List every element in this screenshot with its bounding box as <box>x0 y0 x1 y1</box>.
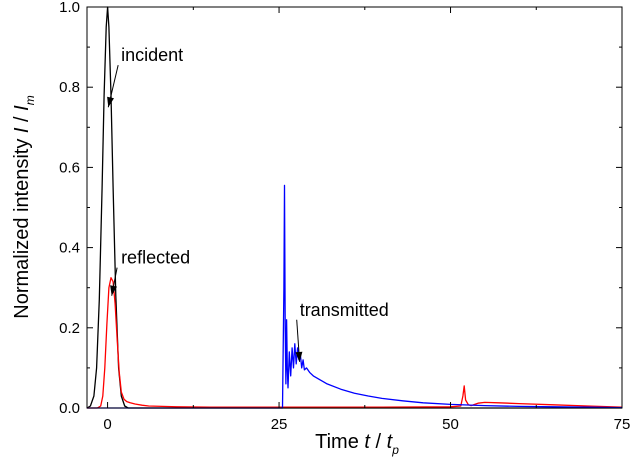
x-axis-title: Time t / tp <box>315 431 399 457</box>
y-tick-label: 0.8 <box>59 79 80 96</box>
y-axis-title: Normalized intensity I / Im <box>11 95 37 318</box>
series-line-1 <box>87 277 623 409</box>
annotation-label: incident <box>121 45 183 65</box>
y-title-var: I <box>11 127 33 133</box>
y-title-text: Normalized intensity <box>11 133 33 319</box>
y-tick-label: 1.0 <box>59 0 80 16</box>
annotation-label: transmitted <box>300 300 389 320</box>
x-title-sep: / <box>370 431 387 453</box>
annotation-arrowhead <box>107 96 114 108</box>
x-tick-label: 0 <box>103 416 111 433</box>
annotation-arrowhead <box>295 351 303 362</box>
y-tick-labels: 0.0 0.2 0.4 0.6 0.8 1.0 <box>59 0 80 417</box>
x-tick-label: 50 <box>442 416 459 433</box>
x-title-var2: t <box>387 431 394 453</box>
annotation-arrowhead <box>110 285 117 296</box>
x-tick-labels: 0 25 50 75 <box>103 416 630 433</box>
annotation-label: reflected <box>121 248 190 268</box>
y-title-sep: / <box>11 111 33 128</box>
x-tick-label: 75 <box>614 416 631 433</box>
plot-frame <box>86 6 623 409</box>
y-tick-label: 0.0 <box>59 400 80 417</box>
y-tick-label: 0.4 <box>59 240 80 257</box>
x-title-var: t <box>364 431 371 453</box>
annotation-group: incident reflected transmitted <box>107 45 389 362</box>
y-title-var2: I <box>11 105 33 111</box>
x-title-sub: p <box>391 443 399 457</box>
y-title-sub: m <box>23 95 37 105</box>
series-line-0 <box>86 6 622 409</box>
x-title-text: Time <box>315 431 364 453</box>
y-tick-label: 0.2 <box>59 320 80 337</box>
axes <box>86 6 623 409</box>
y-tick-label: 0.6 <box>59 159 80 176</box>
series-line-2 <box>87 184 623 409</box>
x-tick-label: 25 <box>271 416 288 433</box>
series-group <box>86 6 623 409</box>
